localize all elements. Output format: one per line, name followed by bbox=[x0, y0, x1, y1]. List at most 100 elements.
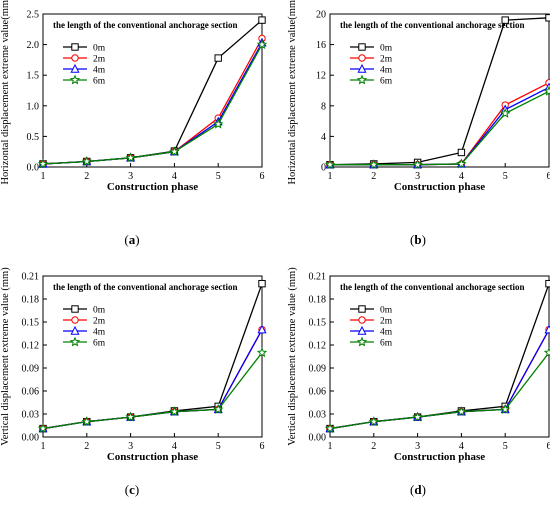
legend-marker bbox=[359, 317, 365, 323]
legend-item-4m: 4m bbox=[63, 327, 106, 338]
data-point bbox=[546, 15, 550, 21]
legend-label: 6m bbox=[380, 77, 393, 87]
legend-marker bbox=[72, 44, 78, 50]
y-tick-label: 0.0 bbox=[27, 163, 40, 174]
data-point bbox=[259, 280, 265, 286]
series-0m bbox=[40, 280, 265, 431]
series-line bbox=[43, 20, 262, 164]
y-tick-label: 0.12 bbox=[309, 341, 327, 352]
data-point bbox=[546, 280, 550, 286]
series-line bbox=[330, 91, 549, 164]
legend: the length of the conventional anchorage… bbox=[53, 282, 238, 349]
legend-title: the length of the conventional anchorage… bbox=[53, 20, 238, 30]
legend-label: 6m bbox=[93, 339, 106, 349]
y-tick-label: 0.18 bbox=[22, 295, 40, 306]
y-tick-label: 0.03 bbox=[309, 410, 327, 421]
x-axis-label: Construction phase bbox=[107, 451, 198, 463]
series-0m bbox=[327, 15, 550, 168]
series-line bbox=[43, 45, 262, 164]
plot-frame bbox=[330, 14, 549, 167]
x-tick-label: 5 bbox=[216, 441, 221, 452]
legend-label: 0m bbox=[93, 44, 106, 54]
y-tick-label: 0.12 bbox=[22, 341, 40, 352]
series-4m bbox=[326, 83, 550, 167]
plot-frame bbox=[43, 276, 262, 437]
series-line bbox=[330, 18, 549, 165]
series-6m bbox=[39, 348, 266, 431]
legend-label: 0m bbox=[380, 44, 393, 54]
panel-caption: (d) bbox=[410, 482, 426, 497]
legend: the length of the conventional anchorage… bbox=[340, 20, 525, 87]
legend-marker bbox=[72, 55, 78, 61]
panel-caption: (b) bbox=[410, 232, 426, 247]
y-tick-label: 0.15 bbox=[22, 318, 40, 329]
y-axis-label: Horizontal displacement extreme value(mm… bbox=[0, 0, 11, 185]
x-tick-label: 1 bbox=[41, 441, 46, 452]
x-axis-label: Construction phase bbox=[394, 451, 485, 463]
y-tick-label: 2.0 bbox=[27, 40, 40, 51]
x-tick-label: 5 bbox=[503, 441, 508, 452]
legend-item-0m: 0m bbox=[350, 44, 393, 54]
legend-item-0m: 0m bbox=[63, 306, 106, 316]
legend-item-6m: 6m bbox=[350, 76, 393, 87]
series-0m bbox=[327, 280, 550, 431]
legend-marker bbox=[72, 306, 78, 312]
legend-marker bbox=[71, 76, 79, 84]
legend-title: the length of the conventional anchorage… bbox=[340, 20, 525, 30]
legend-item-6m: 6m bbox=[63, 76, 106, 87]
legend-title: the length of the conventional anchorage… bbox=[340, 282, 525, 292]
legend-label: 2m bbox=[380, 55, 393, 65]
legend-label: 4m bbox=[93, 66, 106, 76]
legend-label: 6m bbox=[93, 77, 106, 87]
legend-item-6m: 6m bbox=[63, 338, 106, 349]
x-tick-label: 2 bbox=[84, 171, 89, 182]
series-0m bbox=[40, 17, 265, 167]
legend-item-2m: 2m bbox=[350, 55, 393, 65]
panel-caption: (c) bbox=[125, 482, 139, 497]
y-axis-label: Vertical displacement extreme value (mm) bbox=[287, 267, 298, 446]
legend-item-4m: 4m bbox=[350, 327, 393, 338]
y-tick-label: 0.21 bbox=[309, 272, 327, 283]
x-tick-label: 6 bbox=[260, 171, 265, 182]
plot-frame bbox=[43, 14, 262, 167]
legend-label: 0m bbox=[93, 306, 106, 316]
x-tick-label: 5 bbox=[503, 171, 508, 182]
legend-marker bbox=[72, 317, 78, 323]
y-tick-label: 0.00 bbox=[22, 433, 40, 444]
x-axis-label: Construction phase bbox=[394, 181, 485, 193]
y-tick-label: 1.5 bbox=[27, 71, 40, 82]
legend-label: 4m bbox=[380, 328, 393, 338]
plot-frame bbox=[330, 276, 549, 437]
legend-label: 0m bbox=[380, 306, 393, 316]
y-tick-label: 20 bbox=[316, 10, 326, 21]
data-point bbox=[215, 55, 221, 61]
legend-item-2m: 2m bbox=[63, 317, 106, 327]
y-tick-label: 1.0 bbox=[27, 101, 40, 112]
legend-item-2m: 2m bbox=[350, 317, 393, 327]
data-point bbox=[545, 348, 550, 356]
legend-label: 6m bbox=[380, 339, 393, 349]
y-tick-label: 0.15 bbox=[309, 318, 327, 329]
panel-caption-letter: d bbox=[414, 482, 422, 497]
legend-marker bbox=[359, 44, 365, 50]
x-tick-label: 1 bbox=[41, 171, 46, 182]
y-axis-label: Vertical displacement extreme value (mm) bbox=[0, 267, 11, 446]
y-tick-label: 0.03 bbox=[22, 410, 40, 421]
legend-label: 2m bbox=[93, 317, 106, 327]
x-tick-label: 2 bbox=[84, 441, 89, 452]
legend-item-0m: 0m bbox=[63, 44, 106, 54]
x-tick-label: 2 bbox=[371, 171, 376, 182]
data-point bbox=[258, 348, 266, 356]
legend-marker bbox=[359, 306, 365, 312]
legend-item-2m: 2m bbox=[63, 55, 106, 65]
legend-item-0m: 0m bbox=[350, 306, 393, 316]
x-tick-label: 6 bbox=[547, 441, 550, 452]
data-point bbox=[458, 149, 464, 155]
legend-item-4m: 4m bbox=[63, 65, 106, 76]
legend-item-6m: 6m bbox=[350, 338, 393, 349]
